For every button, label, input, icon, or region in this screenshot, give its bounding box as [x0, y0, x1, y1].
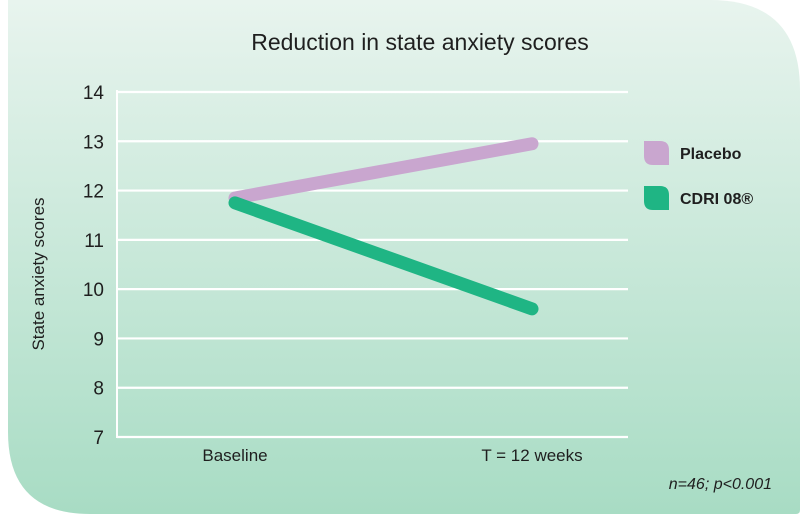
legend-swatch-0: [644, 141, 669, 165]
x-tick-label-0: Baseline: [202, 446, 267, 465]
y-tick-label-14: 14: [83, 83, 105, 104]
y-tick-label-8: 8: [93, 379, 104, 400]
y-tick-label-13: 13: [83, 132, 104, 153]
y-tick-label-11: 11: [84, 231, 104, 252]
y-tick-label-7: 7: [93, 428, 104, 449]
chart-title: Reduction in state anxiety scores: [251, 29, 589, 55]
y-tick-label-9: 9: [93, 329, 104, 350]
x-tick-label-1: T = 12 weeks: [481, 446, 582, 465]
footnote: n=46; p<0.001: [669, 476, 772, 493]
y-tick-label-12: 12: [83, 182, 104, 203]
legend-swatch-1: [644, 186, 669, 210]
y-axis-label: State anxiety scores: [29, 197, 48, 350]
legend-label-1: CDRI 08®: [680, 191, 753, 208]
legend-label-0: Placebo: [680, 146, 742, 163]
y-tick-label-10: 10: [83, 280, 104, 301]
